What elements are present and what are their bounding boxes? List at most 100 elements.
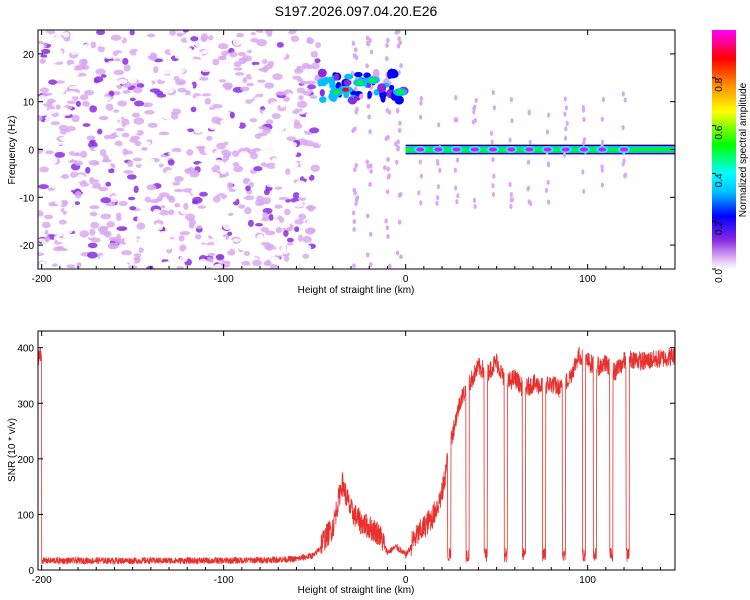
noise-blob — [59, 141, 67, 146]
noise-blob — [179, 255, 188, 263]
spectrogram-x-ticks: -200 -100 0 100 — [32, 30, 661, 285]
noise-blob — [192, 169, 199, 176]
noise-blob — [86, 81, 92, 89]
noise-blob — [302, 244, 312, 251]
noise-blob — [38, 216, 43, 222]
transition-streak — [352, 53, 357, 59]
snr-x-label: Height of straight line (km) — [298, 585, 415, 596]
noise-blob — [233, 67, 243, 71]
noise-blob — [100, 197, 112, 204]
noise-blob — [50, 141, 61, 147]
y-tick-label: 0 — [28, 146, 34, 157]
noise-blob — [207, 252, 216, 257]
noise-blob — [38, 147, 44, 155]
noise-blob — [164, 202, 175, 211]
noise-blob — [249, 152, 258, 160]
sideband — [455, 199, 459, 205]
noise-blob — [194, 128, 203, 134]
noise-blob — [137, 237, 145, 244]
noise-blob — [292, 192, 300, 199]
noise-blob — [60, 106, 68, 113]
noise-blob — [72, 72, 80, 76]
noise-blob — [142, 228, 153, 232]
noise-blob — [193, 51, 203, 57]
noise-blob — [44, 235, 50, 243]
noise-blob — [274, 186, 283, 190]
sideband — [622, 158, 626, 164]
transition-streak — [353, 47, 358, 53]
cluster-blob — [367, 90, 372, 99]
noise-blob — [230, 132, 238, 137]
spectrogram-x-label: Height of straight line (km) — [298, 285, 415, 296]
noise-blob — [127, 196, 136, 201]
noise-blob — [95, 200, 102, 207]
noise-blob — [199, 191, 208, 197]
noise-blob — [159, 76, 168, 81]
noise-blob — [226, 30, 238, 37]
noise-blob — [234, 72, 245, 76]
noise-blob — [141, 48, 147, 56]
noise-blob — [61, 32, 70, 38]
noise-blob — [257, 79, 266, 83]
noise-blob — [182, 192, 192, 198]
noise-blob — [93, 258, 102, 264]
noise-blob — [271, 112, 281, 120]
noise-blob — [145, 241, 157, 249]
noise-blob — [182, 30, 189, 33]
x-tick-label: 100 — [579, 575, 596, 586]
noise-blob — [232, 162, 240, 167]
noise-blob — [276, 142, 283, 147]
snr-panel: -200 -100 0 100 0 100 200 300 400 Height of str… — [7, 330, 676, 596]
sideband — [435, 158, 440, 165]
noise-blob — [241, 132, 248, 137]
noise-blob — [158, 192, 170, 198]
carrier-peak — [620, 147, 629, 152]
noise-blob — [104, 121, 113, 129]
cluster-blob — [333, 73, 340, 79]
transition-streak — [385, 225, 390, 231]
noise-blob — [45, 204, 52, 211]
noise-blob — [256, 233, 264, 241]
noise-blob — [144, 203, 151, 211]
transition-streak — [386, 37, 390, 43]
noise-blob — [153, 198, 163, 202]
noise-blob — [292, 75, 302, 80]
transition-streak — [398, 120, 402, 126]
noise-blob — [288, 175, 295, 183]
carrier-core — [405, 148, 675, 151]
noise-blob — [182, 188, 194, 193]
noise-blob — [119, 265, 131, 269]
carrier-peak — [507, 147, 516, 152]
noise-blob — [272, 73, 283, 81]
noise-blob — [97, 45, 105, 53]
sideband — [419, 95, 424, 101]
noise-blob — [62, 155, 73, 161]
transition-streak — [353, 86, 358, 92]
noise-blob — [96, 30, 106, 36]
noise-blob — [170, 112, 179, 120]
noise-blob — [49, 128, 60, 135]
noise-blob — [86, 251, 98, 259]
sideband — [491, 183, 495, 189]
noise-blob — [241, 104, 251, 108]
noise-blob — [131, 152, 138, 158]
noise-blob — [240, 236, 249, 243]
noise-blob — [232, 212, 241, 218]
noise-blob — [163, 124, 172, 132]
noise-blob — [135, 202, 145, 208]
noise-blob — [274, 204, 283, 209]
transition-streak — [365, 252, 370, 258]
noise-blob — [239, 243, 249, 249]
noise-blob — [125, 100, 134, 107]
noise-blob — [132, 86, 143, 94]
noise-blob — [145, 213, 152, 219]
noise-blob — [299, 58, 307, 63]
transition-streak — [393, 141, 398, 147]
sideband — [456, 193, 460, 199]
noise-blob — [162, 143, 171, 148]
noise-blob — [47, 108, 57, 114]
noise-blob — [143, 165, 154, 173]
noise-blob — [129, 240, 140, 248]
x-tick-label: 100 — [579, 274, 596, 285]
